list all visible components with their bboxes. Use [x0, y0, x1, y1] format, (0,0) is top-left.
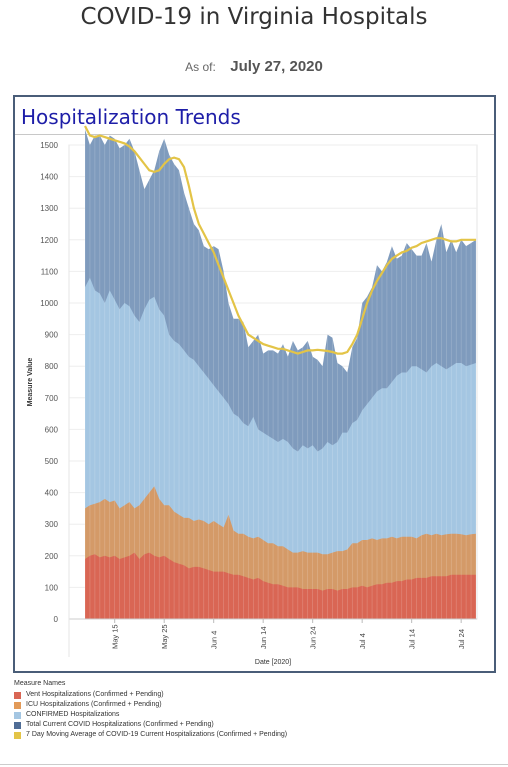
legend-label: 7 Day Moving Average of COVID-19 Current… — [26, 731, 288, 738]
hospitalization-trends-card: Hospitalization Trends 0 100 200 300 400 500 6… — [13, 95, 496, 673]
legend-item[interactable]: ICU Hospitalizations (Confirmed + Pendin… — [14, 700, 287, 710]
card-divider — [15, 134, 494, 135]
x-tick-label: Jul 4 — [358, 633, 367, 649]
y-tick-label: 700 — [45, 394, 59, 403]
as-of-row: As of: July 27, 2020 — [0, 58, 508, 76]
y-tick-label: 1300 — [40, 204, 58, 213]
legend-swatch — [14, 731, 21, 739]
y-tick-label: 900 — [45, 331, 59, 340]
y-tick-label: 800 — [45, 362, 59, 371]
y-tick-label: 400 — [45, 489, 59, 498]
y-tick-label: 1200 — [40, 236, 58, 245]
y-tick-label: 200 — [45, 552, 59, 561]
legend-label: CONFIRMED Hospitalizations — [26, 711, 120, 718]
x-tick-label: May 25 — [160, 624, 169, 649]
y-tick-label: 300 — [45, 520, 59, 529]
vent-hospitalizations-area — [85, 552, 476, 619]
bottom-divider — [0, 764, 508, 765]
card-title: Hospitalization Trends — [21, 105, 241, 129]
as-of-label: As of: — [185, 60, 216, 74]
legend-swatch — [14, 721, 21, 729]
x-tick-label: Jun 24 — [309, 626, 318, 649]
as-of-date: July 27, 2020 — [230, 58, 323, 75]
x-tick-label: Jul 14 — [408, 629, 417, 649]
y-tick-label: 1500 — [40, 141, 58, 150]
legend-title: Measure Names — [14, 680, 66, 687]
legend-swatch — [14, 691, 21, 699]
x-tick-label: Jul 24 — [457, 629, 466, 649]
legend-items: Vent Hospitalizations (Confirmed + Pendi… — [14, 690, 287, 740]
y-tick-label: 600 — [45, 425, 59, 434]
hospitalization-chart[interactable]: 0 100 200 300 400 500 600 700 800 900 1000 1100 1200… — [15, 97, 494, 671]
y-tick-label: 1000 — [40, 299, 58, 308]
x-tick-label: Jun 4 — [210, 631, 219, 649]
legend-swatch — [14, 711, 21, 719]
legend-item[interactable]: Total Current COVID Hospitalizations (Co… — [14, 720, 287, 730]
x-tick-label: Jun 14 — [259, 626, 268, 649]
legend: Measure Names Vent Hospitalizations (Con… — [14, 680, 287, 740]
y-tick-label: 0 — [54, 615, 59, 624]
legend-item[interactable]: CONFIRMED Hospitalizations — [14, 710, 287, 720]
x-axis-label: Date [2020] — [255, 659, 291, 666]
y-tick-label: 100 — [45, 583, 59, 592]
page-title: COVID-19 in Virginia Hospitals — [80, 4, 428, 30]
legend-label: Vent Hospitalizations (Confirmed + Pendi… — [26, 691, 164, 698]
x-tick-label: May 15 — [111, 624, 120, 649]
legend-item[interactable]: Vent Hospitalizations (Confirmed + Pendi… — [14, 690, 287, 700]
y-tick-label: 1100 — [41, 267, 59, 276]
legend-label: Total Current COVID Hospitalizations (Co… — [26, 721, 214, 728]
y-axis-label: Measure Value — [27, 358, 34, 407]
y-tick-label: 500 — [45, 457, 59, 466]
legend-label: ICU Hospitalizations (Confirmed + Pendin… — [26, 701, 162, 708]
moving-average-line — [84, 125, 476, 355]
legend-item[interactable]: 7 Day Moving Average of COVID-19 Current… — [14, 730, 287, 740]
y-tick-label: 1400 — [40, 173, 58, 182]
legend-swatch — [14, 701, 21, 709]
